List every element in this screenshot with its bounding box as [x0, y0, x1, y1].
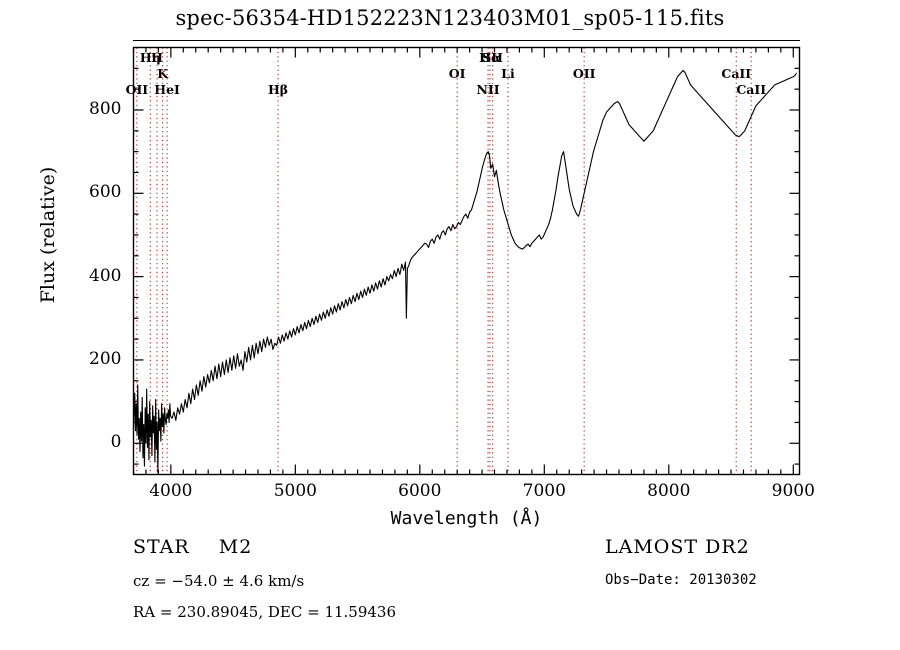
coordinates-label: RA = 230.89045, DEC = 11.59436 [133, 603, 397, 621]
line-label-H: Hβ [267, 82, 289, 97]
y-tick-label: 600 [89, 182, 122, 203]
x-tick-label: 8000 [647, 481, 691, 501]
survey-label: LAMOST DR2 [605, 536, 750, 558]
line-label-K: K [157, 66, 169, 81]
y-tick-label: 800 [89, 98, 122, 119]
y-tick-label: 400 [89, 265, 122, 286]
line-label-HeI: HeI [154, 82, 180, 97]
x-tick-label: 7000 [522, 481, 566, 501]
y-tick-label: 200 [89, 348, 122, 369]
line-label-NII: NII [476, 82, 500, 97]
x-tick-label: 5000 [273, 481, 317, 501]
plot-frame [132, 46, 801, 476]
line-label-CaII: CaII [721, 66, 752, 81]
spectrum-trace [132, 69, 797, 473]
line-label-CaII: CaII [736, 82, 767, 97]
spectral-line-markers [136, 47, 752, 475]
line-label-OI: OI [448, 66, 466, 81]
object-type-label: STAR [133, 536, 190, 558]
footer-object-line: STAR M2 [133, 536, 252, 558]
title-underline [133, 40, 800, 41]
spectral-class-label: M2 [218, 536, 253, 558]
x-tick-label: 4000 [149, 481, 193, 501]
x-tick-label: 9000 [771, 481, 815, 501]
line-label-OII: OII [572, 66, 596, 81]
obs-date-label: Obs−Date: 20130302 [605, 572, 757, 588]
x-axis-label: Wavelength (Å) [390, 508, 543, 529]
axis-ticks [132, 46, 800, 475]
line-label-Li: Li [501, 66, 515, 81]
y-tick-label: 0 [110, 432, 122, 453]
plot-title: spec-56354-HD152223N123403M01_sp05-115.f… [175, 6, 725, 30]
x-tick-label: 6000 [398, 481, 442, 501]
radial-velocity-label: cz = −54.0 ± 4.6 km/s [133, 572, 305, 590]
